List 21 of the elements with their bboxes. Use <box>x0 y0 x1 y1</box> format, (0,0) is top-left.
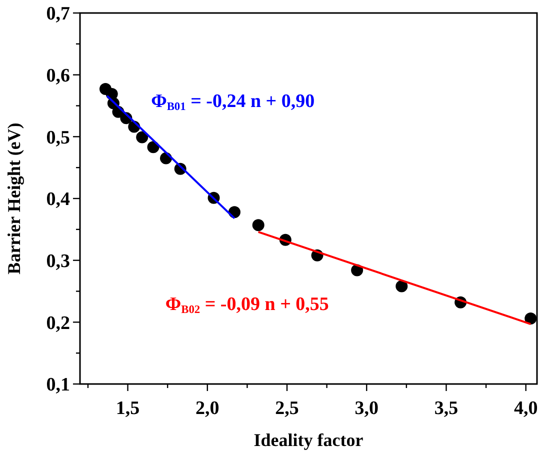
y-tick-label: 0,4 <box>46 189 70 210</box>
y-axis-title: Barrier Height (eV) <box>4 122 24 274</box>
x-tick-label: 2,0 <box>196 398 220 419</box>
point <box>252 219 264 232</box>
series-label: Φ$_{B02}$ = -0,09 n + 0,55 <box>165 294 329 316</box>
point <box>524 312 537 324</box>
y-tick-label: 0,1 <box>46 374 70 396</box>
y-tick-label: 0,5 <box>46 127 70 148</box>
y-tick-label: 0,6 <box>46 65 70 86</box>
y-tick-label: 0,2 <box>46 312 70 334</box>
y-tick-label: 0,3 <box>46 250 70 272</box>
x-tick-label: 3,5 <box>434 398 458 419</box>
x-tick-label: 2,5 <box>275 398 299 419</box>
point <box>136 131 148 144</box>
x-tick-label: 1,5 <box>116 398 140 419</box>
y-tick-label: 0,7 <box>46 4 70 25</box>
x-tick-label: 4,0 <box>514 398 538 419</box>
series-label: Φ$_{B01}$ = -0,24 n + 0,90 <box>151 90 315 113</box>
x-tick-label: 3,0 <box>354 398 378 419</box>
point <box>396 280 408 292</box>
x-axis-title: Ideality factor <box>254 430 364 450</box>
